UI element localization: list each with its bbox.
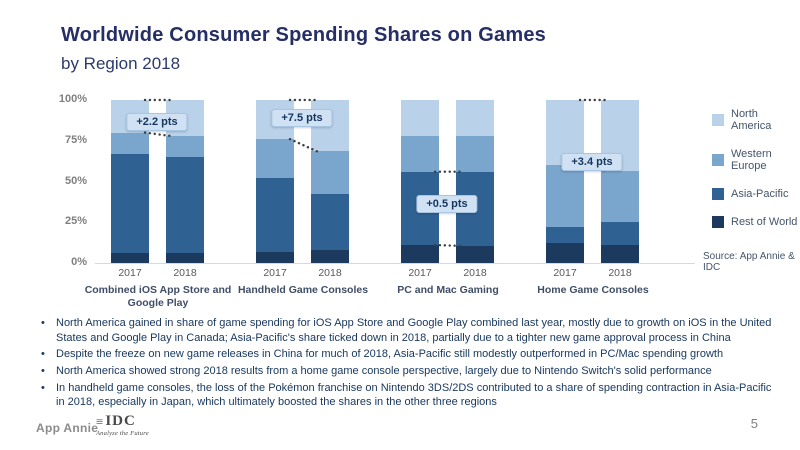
bar-segment-western-europe <box>601 170 639 223</box>
annotation-callout: +0.5 pts <box>416 194 478 213</box>
x-axis-group-label: Combined iOS App Store and Google Play <box>84 284 232 310</box>
bar-segment-rest-of-world <box>256 251 294 263</box>
bullet-item: In handheld game consoles, the loss of t… <box>38 381 780 410</box>
x-axis-group-label: Home Game Consoles <box>537 284 649 296</box>
annotation-callout: +2.2 pts <box>126 113 188 132</box>
x-axis-line <box>95 263 695 264</box>
dotted-connector <box>288 137 319 153</box>
legend-swatch-asia-pacific <box>712 188 724 200</box>
bar-segment-north-america <box>401 100 439 136</box>
bar-segment-rest-of-world <box>311 249 349 263</box>
legend-item-western-europe: Western Europe <box>712 148 800 172</box>
legend-label-western-europe: Western Europe <box>731 148 772 172</box>
bar-segment-asia-pacific <box>401 171 439 246</box>
legend-item-asia-pacific: Asia-Pacific <box>712 188 800 200</box>
page-number: 5 <box>750 416 758 431</box>
y-axis-tick-label: 75% <box>64 133 87 146</box>
bar-segment-north-america <box>546 100 584 166</box>
bar-segment-north-america <box>601 100 639 171</box>
x-axis-year-label: 2017 <box>553 267 577 279</box>
bar-segment-rest-of-world <box>456 245 494 263</box>
dotted-connector <box>143 131 174 138</box>
bar-segment-asia-pacific <box>111 153 149 254</box>
bar-segment-western-europe <box>456 135 494 172</box>
bar-segment-asia-pacific <box>166 157 204 254</box>
legend-label-rest-of-world: Rest of World <box>731 216 798 228</box>
bar-segment-western-europe <box>111 132 149 154</box>
idc-tagline: Analyze the Future <box>96 430 149 437</box>
legend-label-north-america: North America <box>731 108 772 132</box>
y-axis-tick-label: 50% <box>64 174 87 187</box>
dotted-connector <box>433 243 464 248</box>
bar-segment-western-europe <box>401 135 439 172</box>
bullet-item: North America gained in share of game sp… <box>38 316 780 345</box>
bar-segment-asia-pacific <box>601 222 639 246</box>
x-axis-year-label: 2017 <box>263 267 287 279</box>
idc-name: IDC <box>105 413 136 429</box>
page-title: Worldwide Consumer Spending Shares on Ga… <box>61 24 546 46</box>
bar-segment-north-america <box>166 100 204 137</box>
idc-logo: ≡ IDC Analyze the Future <box>96 414 149 438</box>
bar-segment-asia-pacific <box>256 178 294 252</box>
bar-segment-asia-pacific <box>456 171 494 246</box>
bar-segment-rest-of-world <box>546 243 584 263</box>
x-axis-year-label: 2018 <box>173 267 197 279</box>
bar-segment-rest-of-world <box>601 245 639 263</box>
x-axis-year-label: 2017 <box>408 267 432 279</box>
legend-item-rest-of-world: Rest of World <box>712 216 800 228</box>
legend-label-asia-pacific: Asia-Pacific <box>731 188 789 200</box>
dotted-connector <box>578 163 609 172</box>
idc-logo-row: ≡ IDC <box>96 414 149 429</box>
y-axis-tick-label: 100% <box>58 93 87 105</box>
idc-bars-icon: ≡ <box>96 414 104 429</box>
bar-segment-asia-pacific <box>546 227 584 244</box>
bar-segment-western-europe <box>166 136 204 158</box>
bar-segment-western-europe <box>311 151 349 194</box>
bar-segment-western-europe <box>256 139 294 179</box>
legend-swatch-rest-of-world <box>712 216 724 228</box>
bullet-item: North America showed strong 2018 results… <box>38 364 780 379</box>
page-subtitle: by Region 2018 <box>61 54 181 73</box>
x-axis-group-label: PC and Mac Gaming <box>397 284 499 296</box>
x-axis-year-label: 2018 <box>318 267 342 279</box>
y-axis-tick-label: 25% <box>64 215 87 228</box>
bar-segment-north-america <box>256 100 294 140</box>
annotation-callout: +3.4 pts <box>561 152 623 171</box>
x-axis-year-label: 2018 <box>463 267 487 279</box>
legend: North America Western Europe Asia-Pacifi… <box>712 108 800 244</box>
bullet-item: Despite the freeze on new game releases … <box>38 347 780 362</box>
x-axis-year-label: 2018 <box>608 267 632 279</box>
annotation-callout: +7.5 pts <box>271 108 333 127</box>
legend-item-north-america: North America <box>712 108 800 132</box>
bar-segment-asia-pacific <box>311 193 349 250</box>
bar-segment-north-america <box>311 100 349 152</box>
x-axis-group-label: Handheld Game Consoles <box>237 284 369 296</box>
source-note: Source: App Annie & IDC <box>703 251 795 273</box>
legend-swatch-north-america <box>712 114 724 126</box>
legend-swatch-western-europe <box>712 154 724 166</box>
bar-segment-rest-of-world <box>111 253 149 263</box>
bullet-list: North America gained in share of game sp… <box>38 316 780 412</box>
x-axis-year-label: 2017 <box>118 267 142 279</box>
bar-segment-rest-of-world <box>166 253 204 263</box>
bar-segment-rest-of-world <box>401 245 439 263</box>
bar-segment-north-america <box>111 100 149 133</box>
y-axis-tick-label: 0% <box>71 256 87 268</box>
app-annie-logo: App Annie <box>36 421 99 435</box>
bar-segment-north-america <box>456 100 494 136</box>
bar-segment-western-europe <box>546 165 584 228</box>
